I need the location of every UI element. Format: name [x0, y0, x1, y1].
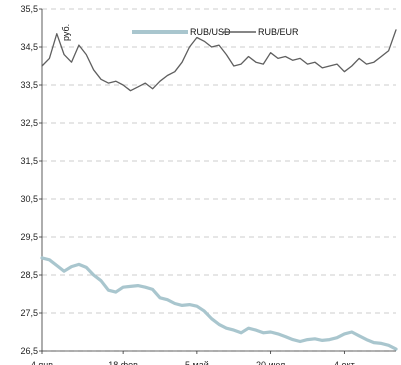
y-tick-label: 35,5	[20, 4, 38, 14]
x-tick-label: 4 янв	[31, 360, 53, 365]
gridlines	[42, 8, 396, 352]
unit-label: руб.	[61, 24, 71, 41]
y-tick-label: 26,5	[20, 346, 38, 356]
x-tick-label: 18 фев	[108, 360, 138, 365]
y-tick-label: 33,5	[20, 80, 38, 90]
y-tick-label: 34,5	[20, 42, 38, 52]
y-tick-label: 28,5	[20, 270, 38, 280]
y-axis: 26,5 27,5 28,5 29,5 30,5 31,5 32,5 33,5 34,5 35,5	[20, 4, 43, 356]
legend-label-rub-eur: RUB/EUR	[258, 27, 299, 37]
series-line-rub-eur	[41, 29, 397, 92]
x-tick-label: 5 май	[185, 360, 209, 365]
legend-label-rub-usd: RUB/USD	[190, 27, 231, 37]
x-axis: 4 янв 18 фев 5 май 20 июл 4 окт	[31, 350, 396, 365]
x-tick-label: 20 июл	[256, 360, 285, 365]
legend: RUB/USD RUB/EUR	[132, 27, 299, 37]
y-tick-label: 31,5	[20, 156, 38, 166]
series-line-rub-usd	[40, 256, 398, 351]
y-tick-label: 32,5	[20, 118, 38, 128]
y-tick-label: 29,5	[20, 232, 38, 242]
y-tick-label: 27,5	[20, 308, 38, 318]
series-layer	[40, 29, 398, 351]
y-tick-label: 30,5	[20, 194, 38, 204]
x-tick-label: 4 окт	[334, 360, 355, 365]
